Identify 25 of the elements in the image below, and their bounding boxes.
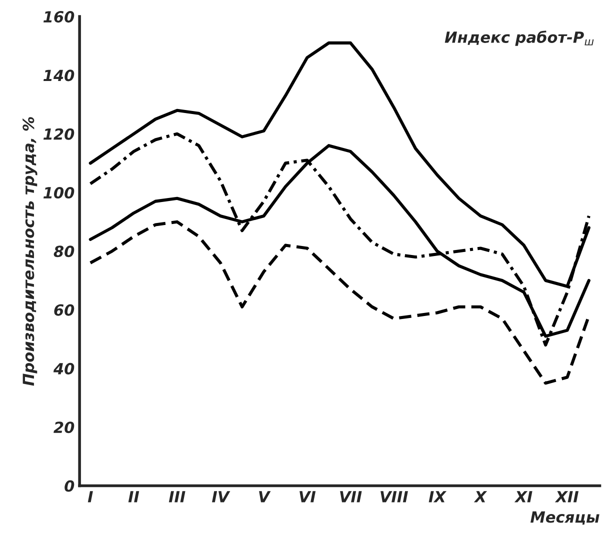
line-series — [88, 220, 590, 385]
x-tick-label: X — [474, 491, 488, 502]
annotation: Индекс работ-P$_{ш}$ — [444, 30, 594, 46]
x-tick-label: VI — [300, 491, 316, 502]
x-tick-label: XI — [514, 491, 532, 502]
x-tick-label: VIII — [380, 491, 408, 502]
y-tick-label: 0 — [64, 480, 74, 492]
x-tick-label: VII — [340, 491, 362, 502]
y-tick-label: 40 — [53, 362, 74, 374]
x-tick-label: II — [128, 491, 140, 502]
y-tick-label: 60 — [54, 304, 74, 316]
x-axis-title: Месяцы — [530, 511, 600, 525]
x-tick-label: III — [168, 491, 186, 502]
y-tick-label: 20 — [54, 422, 74, 434]
y-tick-label: 160 — [43, 11, 74, 23]
x-tick-label: IV — [212, 491, 230, 502]
y-tick-label: 100 — [43, 186, 74, 199]
x-tick-label: IX — [428, 491, 447, 502]
y-tick-label: 80 — [54, 246, 74, 258]
y-tick-label: 140 — [43, 70, 74, 82]
y-axis-title: Производительность труда, % — [22, 117, 38, 386]
x-tick-label: I — [88, 491, 93, 502]
y-tick-label: 120 — [43, 128, 74, 140]
x-tick-label: XII — [554, 491, 578, 502]
x-tick-label: V — [259, 491, 271, 502]
